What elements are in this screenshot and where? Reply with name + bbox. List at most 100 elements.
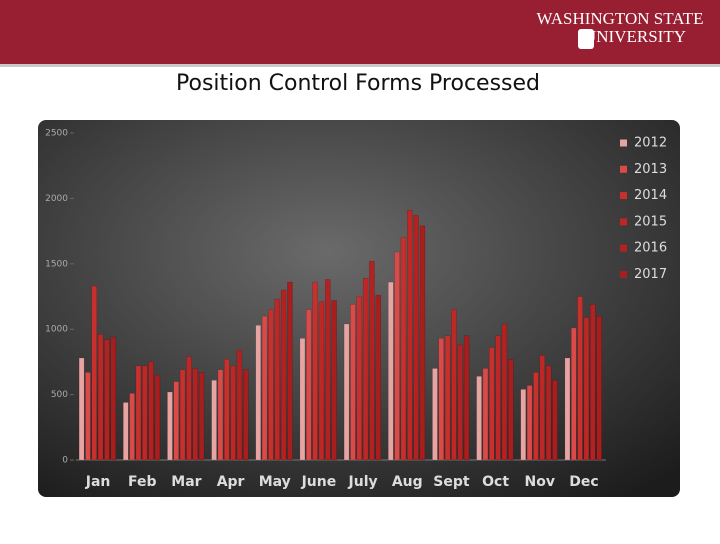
header-band <box>0 0 720 64</box>
legend-swatch <box>620 271 627 278</box>
bar <box>167 391 173 461</box>
bar <box>545 365 552 461</box>
bar <box>419 225 426 461</box>
bar <box>261 315 268 461</box>
bar <box>356 296 363 461</box>
bar <box>451 309 457 461</box>
bar <box>148 361 154 461</box>
y-tick-label: 500 <box>51 390 68 400</box>
bar <box>280 289 287 461</box>
bar <box>224 359 230 461</box>
bar <box>589 304 596 461</box>
bar <box>489 347 495 461</box>
bar <box>242 369 249 461</box>
bar <box>78 357 85 461</box>
x-tick-label: Oct <box>482 474 509 490</box>
header-rule <box>0 64 720 67</box>
bar <box>407 209 413 461</box>
legend-swatch <box>620 218 627 226</box>
y-tick-label: 2500 <box>45 129 68 139</box>
bar <box>97 334 104 461</box>
bar <box>495 335 501 461</box>
x-tick-label: July <box>348 474 378 490</box>
bar <box>369 260 375 461</box>
bar <box>85 372 91 461</box>
x-tick-label: Dec <box>569 474 598 490</box>
legend-swatch <box>620 165 627 173</box>
bar <box>520 389 527 461</box>
bar <box>173 381 180 461</box>
bar <box>571 327 577 461</box>
x-tick-label: Jan <box>85 474 111 490</box>
bar <box>394 251 400 461</box>
bar <box>110 336 117 461</box>
bar <box>375 294 382 461</box>
bar <box>583 317 590 461</box>
x-tick-label: Apr <box>217 474 245 490</box>
bar <box>123 402 129 461</box>
bar <box>564 357 571 461</box>
y-tick-label: 0 <box>62 456 68 466</box>
bar <box>482 368 489 461</box>
legend-label: 2016 <box>634 241 667 256</box>
y-tick-label: 2000 <box>45 194 68 204</box>
bar <box>463 335 470 461</box>
bar <box>457 344 464 461</box>
legend-label: 2017 <box>634 267 667 282</box>
bar <box>343 323 350 461</box>
legend-swatch <box>620 139 627 147</box>
x-tick-label: Aug <box>392 474 423 490</box>
bar <box>388 281 394 461</box>
bar <box>104 339 110 461</box>
bar <box>230 365 236 461</box>
bar <box>577 296 583 461</box>
bar <box>198 372 205 461</box>
bar <box>596 315 602 461</box>
bar <box>142 365 148 461</box>
bar <box>318 301 325 461</box>
bar <box>400 237 407 461</box>
x-tick-label: Nov <box>525 474 555 490</box>
legend-label: 2013 <box>634 162 667 177</box>
bar <box>324 279 331 461</box>
y-tick-label: 1500 <box>45 259 68 269</box>
bar <box>539 355 546 461</box>
bar <box>501 323 508 461</box>
bar <box>438 338 445 461</box>
bar <box>287 281 293 461</box>
bar <box>507 359 514 461</box>
bar <box>476 376 482 461</box>
logo-line2: UNIVERSITY <box>584 27 686 46</box>
logo-shield <box>578 29 594 49</box>
y-tick-label: 1000 <box>45 325 68 335</box>
x-tick-label: May <box>259 474 291 490</box>
bar <box>312 281 318 461</box>
bar <box>186 356 192 461</box>
bar <box>350 304 356 461</box>
bar <box>135 365 142 461</box>
bar <box>91 285 98 461</box>
bar <box>533 372 539 461</box>
bar <box>268 309 274 461</box>
legend-swatch <box>620 192 627 200</box>
bar <box>255 325 262 461</box>
bar <box>236 349 243 461</box>
bar <box>362 277 369 461</box>
bar <box>274 298 281 461</box>
x-tick-label: Feb <box>128 474 157 490</box>
bar <box>154 374 161 461</box>
bar <box>192 368 199 461</box>
chart-title: Position Control Forms Processed <box>176 71 540 96</box>
bar <box>179 369 186 461</box>
bar <box>444 335 451 461</box>
bar <box>413 215 419 461</box>
legend-label: 2015 <box>634 214 667 229</box>
x-tick-label: Mar <box>171 474 201 490</box>
bar <box>211 379 217 461</box>
bar <box>526 385 533 461</box>
bar <box>306 309 312 461</box>
bar <box>432 368 438 461</box>
bar <box>552 379 558 461</box>
